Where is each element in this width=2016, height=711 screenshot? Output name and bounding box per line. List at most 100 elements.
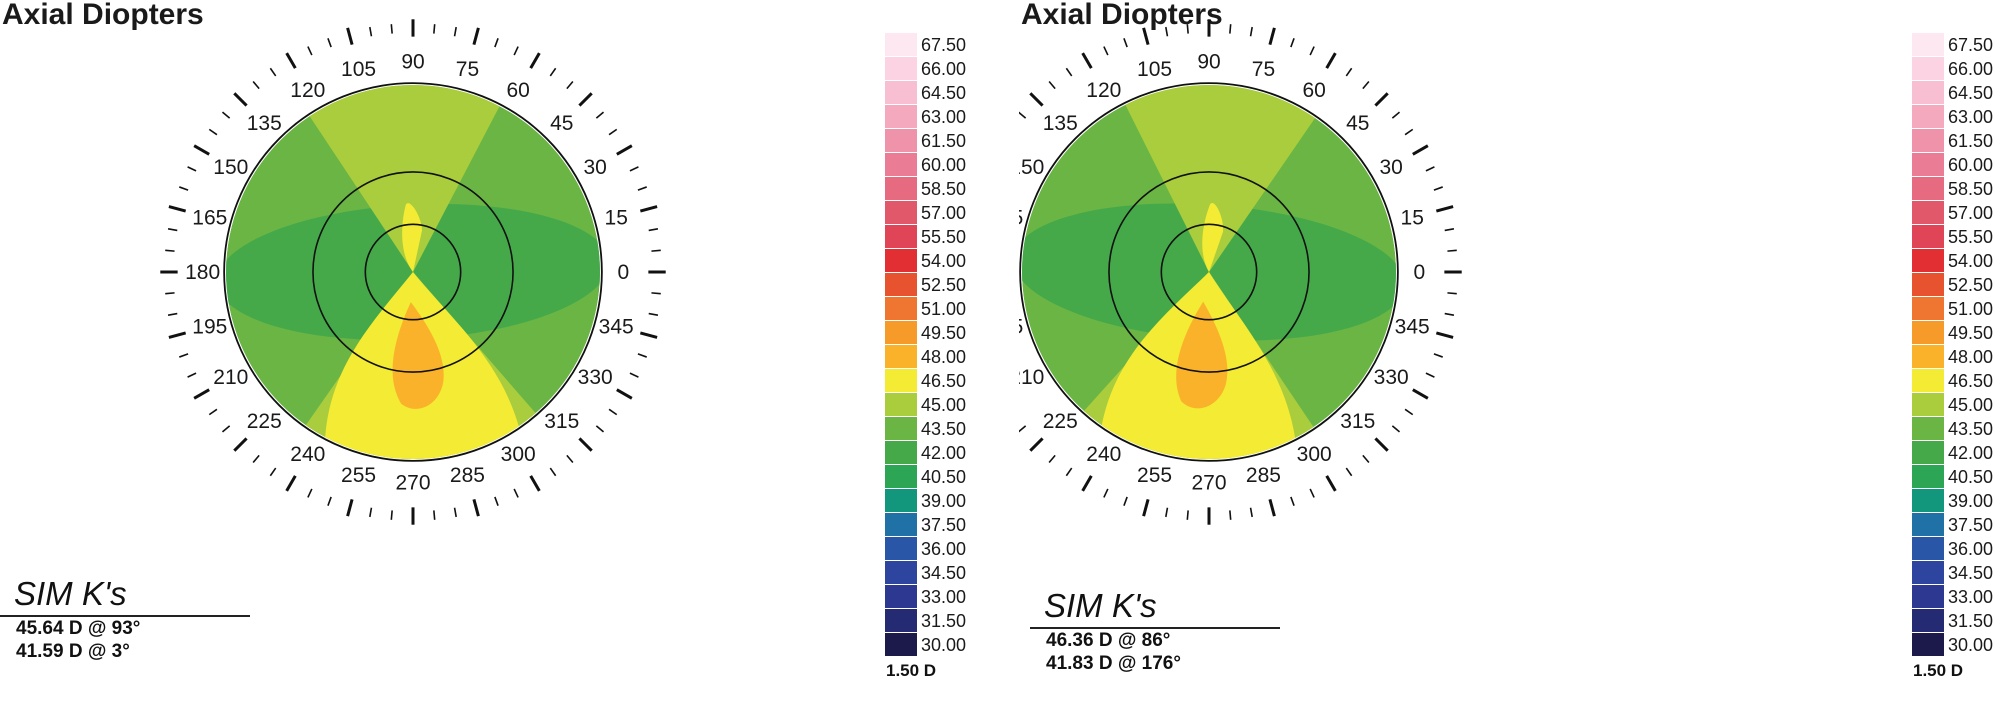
scale-label: 31.50 bbox=[921, 611, 967, 631]
scale-entry: 37.50 bbox=[885, 513, 983, 537]
scale-label: 52.50 bbox=[1948, 275, 1994, 295]
axis-label: 345 bbox=[599, 315, 634, 338]
scale-swatch bbox=[885, 273, 917, 297]
axis-tick bbox=[629, 166, 639, 172]
scale-label: 39.00 bbox=[1948, 491, 1994, 511]
scale-entry: 45.00 bbox=[1912, 393, 2010, 417]
scale-entry: 52.50 bbox=[885, 273, 983, 297]
axis-label: 150 bbox=[1019, 156, 1044, 179]
axis-tick bbox=[1374, 92, 1389, 107]
scale-label: 37.50 bbox=[921, 515, 967, 535]
scale-entry: 49.50 bbox=[885, 321, 983, 345]
axis-tick bbox=[208, 128, 218, 136]
axis-label: 225 bbox=[247, 410, 282, 433]
map-zone bbox=[402, 203, 423, 272]
axis-tick bbox=[453, 507, 457, 518]
scale-entry: 66.00 bbox=[1912, 57, 2010, 81]
axis-tick bbox=[595, 111, 605, 119]
scale-label: 43.50 bbox=[1948, 419, 1994, 439]
axis-tick bbox=[187, 166, 197, 172]
axis-tick bbox=[252, 454, 260, 464]
scale-entry: 30.00 bbox=[1912, 633, 2010, 657]
axis-tick bbox=[494, 496, 499, 506]
axis-tick bbox=[307, 46, 313, 56]
axis-tick bbox=[1229, 510, 1232, 520]
sim-k-title: SIM K's bbox=[0, 577, 250, 617]
axis-tick bbox=[648, 228, 659, 232]
axis-label: 90 bbox=[1197, 51, 1220, 74]
axis-tick bbox=[433, 24, 436, 34]
sim-k-steep: 45.64 D @ 93° bbox=[16, 618, 141, 639]
scale-label: 60.00 bbox=[1948, 155, 1994, 175]
axis-label: 240 bbox=[290, 443, 325, 466]
axis-tick bbox=[1425, 372, 1435, 378]
map-zone bbox=[286, 85, 519, 272]
scale-swatch bbox=[1912, 345, 1944, 369]
axis-tick bbox=[608, 128, 618, 136]
axis-tick bbox=[549, 467, 557, 477]
axis-tick bbox=[648, 312, 659, 316]
topography-panel-left: Axial Diopters 0 15 30 45 60 75 90 105 120 135 150… bbox=[0, 0, 983, 680]
axis-tick bbox=[1103, 488, 1109, 498]
panel-title: Axial Diopters bbox=[1021, 0, 1223, 31]
scale-swatch bbox=[1912, 585, 1944, 609]
axis-label: 270 bbox=[1191, 471, 1226, 494]
scale-entry: 34.50 bbox=[1912, 561, 2010, 585]
scale-label: 54.00 bbox=[1948, 251, 1994, 271]
scale-entry: 54.00 bbox=[1912, 249, 2010, 273]
scale-label: 33.00 bbox=[1948, 587, 1994, 607]
axis-tick bbox=[168, 331, 187, 339]
axis-tick bbox=[390, 24, 393, 34]
sim-k-steep: 46.36 D @ 86° bbox=[1046, 630, 1171, 651]
axis-label: 0 bbox=[1414, 261, 1426, 284]
scale-entry: 55.50 bbox=[885, 225, 983, 249]
axis-tick bbox=[269, 67, 277, 77]
scale-label: 43.50 bbox=[921, 419, 967, 439]
scale-swatch bbox=[1912, 33, 1944, 57]
axis-tick bbox=[1433, 186, 1443, 191]
scale-entry: 36.00 bbox=[1912, 537, 2010, 561]
axis-tick bbox=[616, 388, 633, 400]
axis-tick bbox=[549, 67, 557, 77]
scale-entry: 48.00 bbox=[1912, 345, 2010, 369]
zone-ring bbox=[364, 223, 462, 321]
axis-label: 120 bbox=[1086, 79, 1121, 102]
axis-label: 345 bbox=[1395, 315, 1430, 338]
axis-label: 210 bbox=[213, 366, 248, 389]
scale-swatch bbox=[1912, 105, 1944, 129]
axis-tick bbox=[1019, 111, 1027, 119]
scale-label: 51.00 bbox=[1948, 299, 1994, 319]
axis-tick bbox=[193, 388, 210, 400]
axis-tick bbox=[1048, 454, 1056, 464]
scale-entry: 31.50 bbox=[1912, 609, 2010, 633]
scale-swatch bbox=[1912, 321, 1944, 345]
axis-tick bbox=[233, 437, 248, 452]
scale-swatch bbox=[885, 105, 917, 129]
axis-tick bbox=[1065, 67, 1073, 77]
axis-tick bbox=[193, 144, 210, 156]
scale-entry: 52.50 bbox=[1912, 273, 2010, 297]
axis-tick bbox=[1444, 228, 1455, 232]
axis-label: 60 bbox=[1303, 79, 1326, 102]
scale-entry: 36.00 bbox=[885, 537, 983, 561]
axis-label: 75 bbox=[1252, 58, 1275, 81]
scale-entry: 34.50 bbox=[885, 561, 983, 585]
axis-tick bbox=[233, 92, 248, 107]
scale-entry: 43.50 bbox=[885, 417, 983, 441]
axis-label: 330 bbox=[578, 366, 613, 389]
axis-label: 165 bbox=[1019, 207, 1023, 230]
scale-entry: 46.50 bbox=[1912, 369, 2010, 393]
scale-label: 57.00 bbox=[921, 203, 967, 223]
axis-label: 135 bbox=[1043, 112, 1078, 135]
scale-swatch bbox=[885, 33, 917, 57]
axis-label: 15 bbox=[605, 207, 628, 230]
scale-entry: 39.00 bbox=[885, 489, 983, 513]
scale-entry: 60.00 bbox=[885, 153, 983, 177]
axis-tick bbox=[651, 249, 661, 252]
axis-tick bbox=[1186, 510, 1189, 520]
scale-swatch bbox=[885, 537, 917, 561]
zone-ring bbox=[223, 82, 603, 462]
zone-ring bbox=[1160, 223, 1258, 321]
axis-label: 135 bbox=[247, 112, 282, 135]
scale-label: 49.50 bbox=[1948, 323, 1994, 343]
